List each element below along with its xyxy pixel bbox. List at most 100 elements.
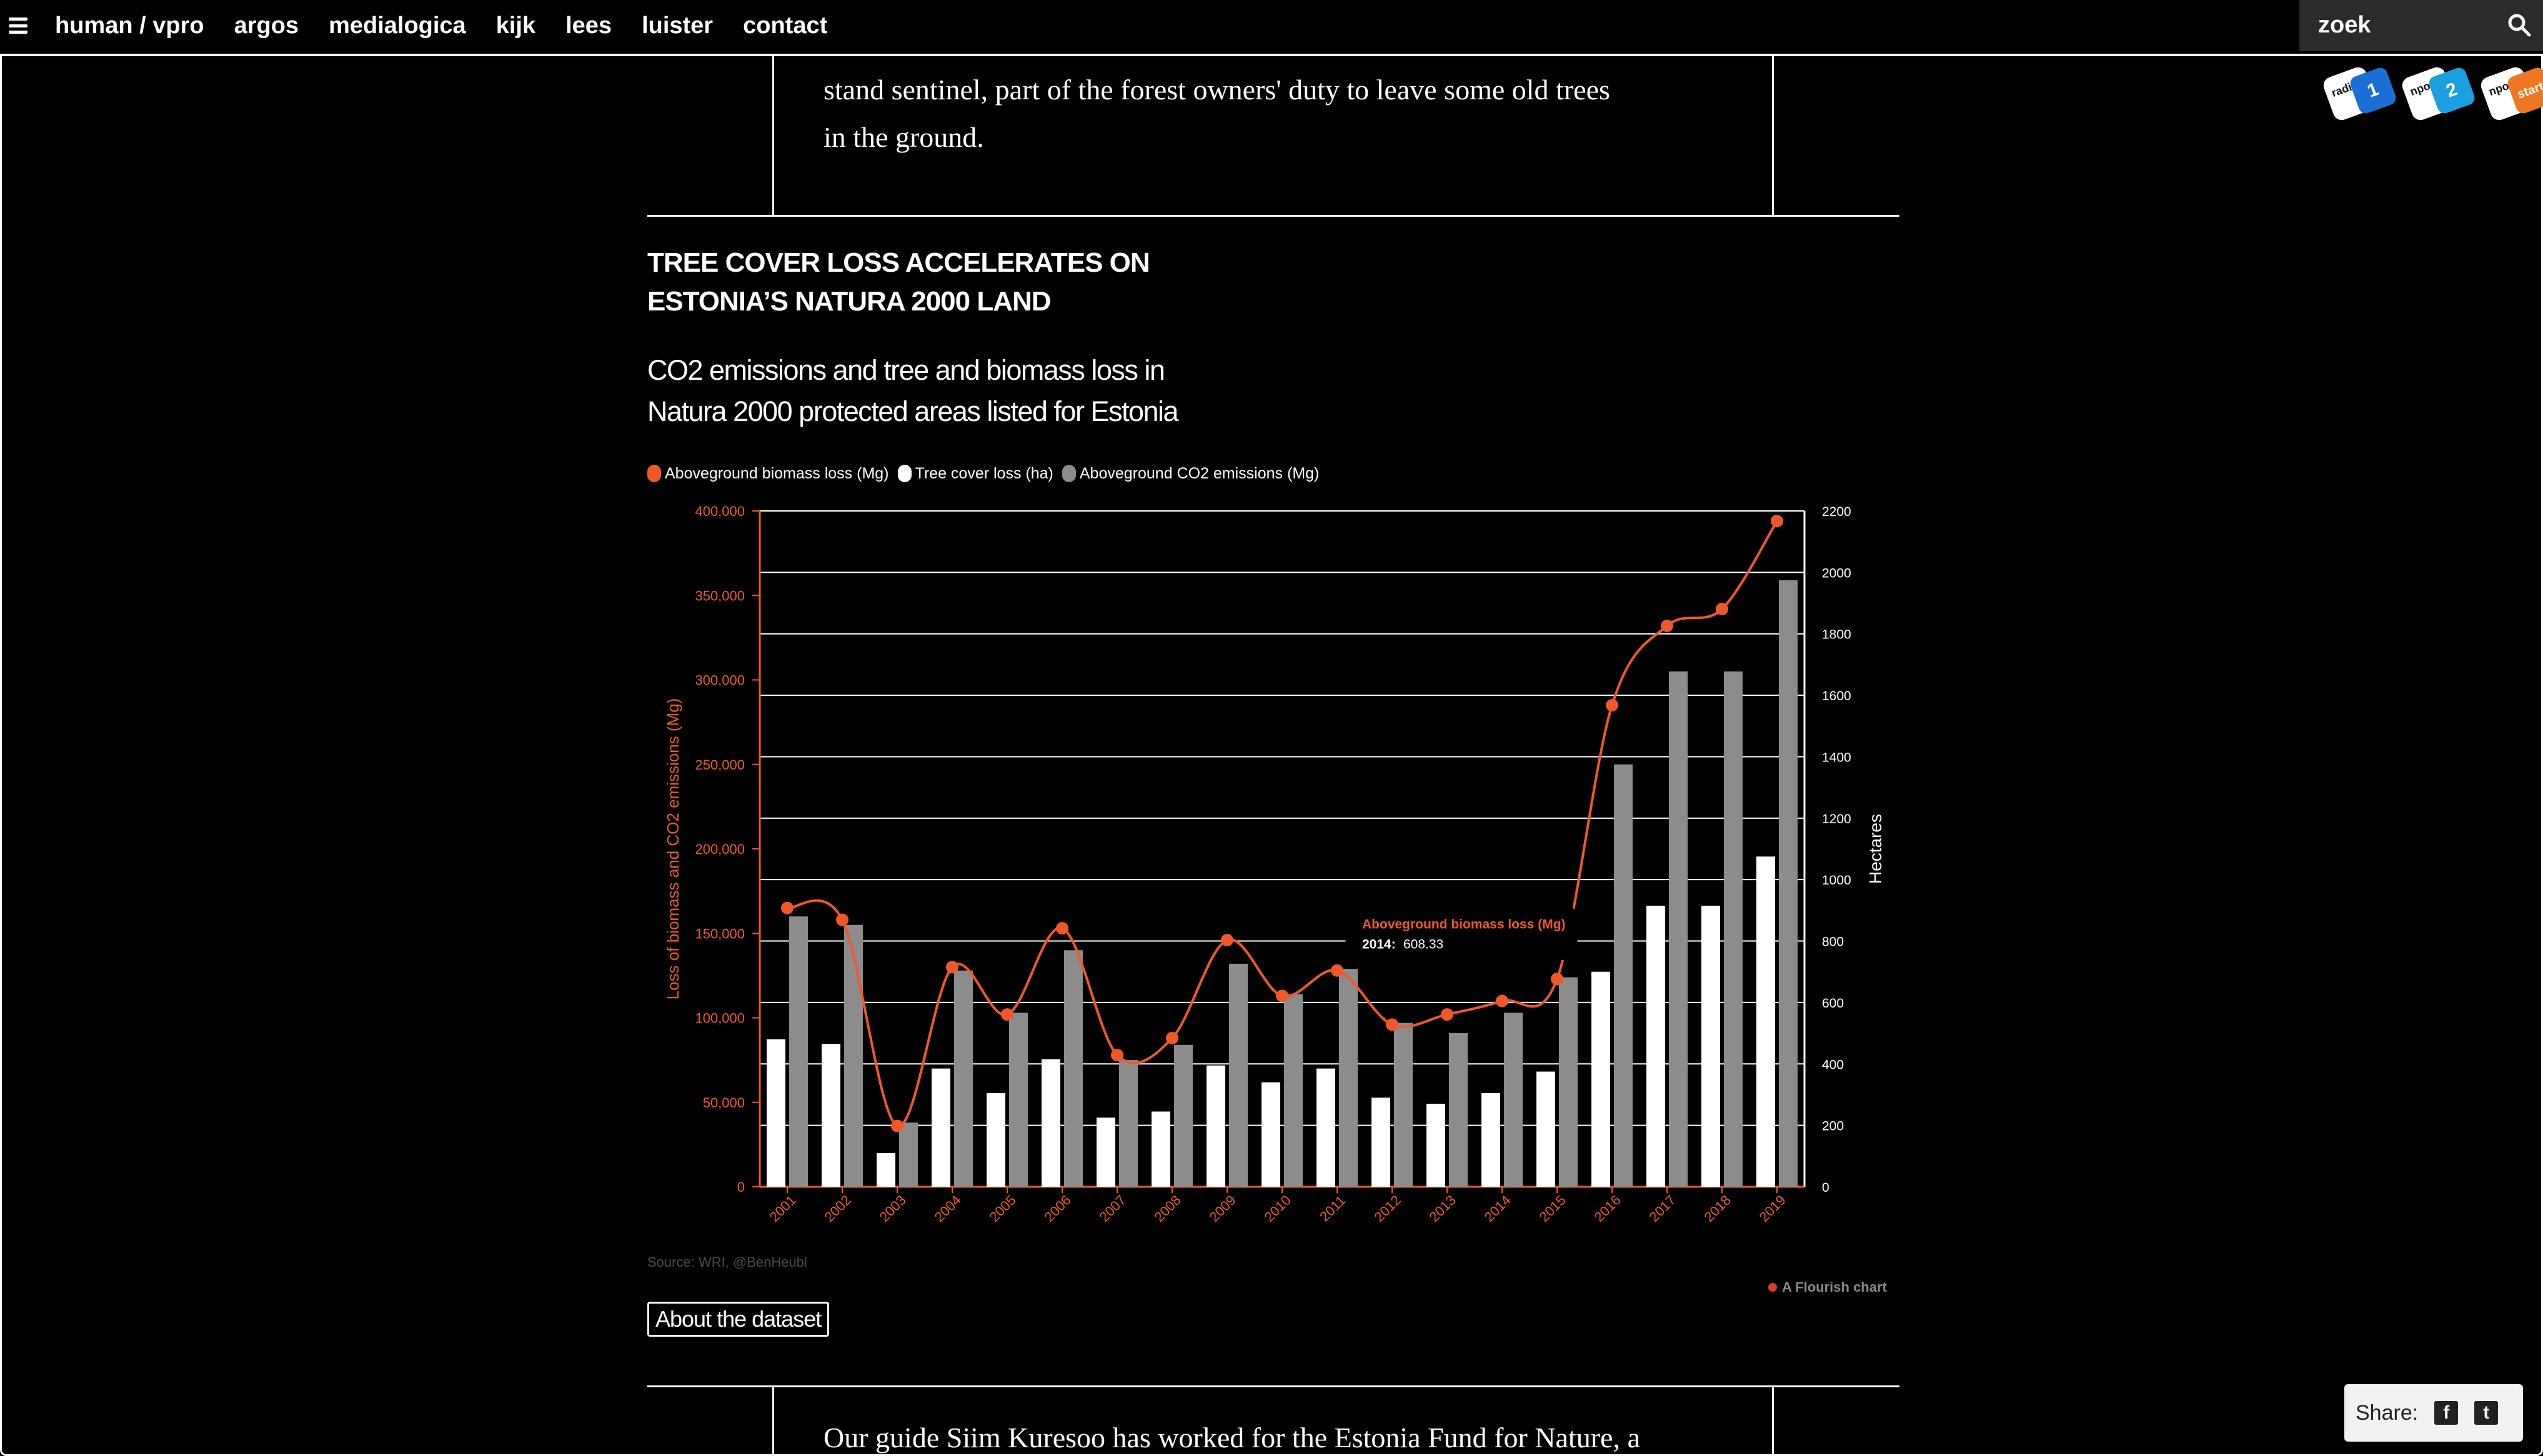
y-left-tick-label: 0 [737, 1179, 745, 1195]
bar-tree-cover-loss [767, 1039, 785, 1187]
x-tick-label: 2017 [1646, 1192, 1679, 1225]
x-tick-label: 2014 [1481, 1192, 1514, 1225]
legend-label: Tree cover loss (ha) [915, 464, 1053, 482]
y-right-tick-label: 600 [1822, 996, 1844, 1011]
figure-title-line: TREE COVER LOSS ACCELERATES ON [647, 247, 1150, 278]
bar-tree-cover-loss [1316, 1068, 1335, 1187]
nav-link-contact[interactable]: contact [743, 12, 828, 39]
facebook-icon[interactable]: f [2434, 1401, 2459, 1425]
nav-link-kijk[interactable]: kijk [495, 12, 536, 39]
flourish-logo-icon [1768, 1283, 1777, 1292]
hamburger-menu-icon[interactable] [9, 17, 27, 34]
bar-tree-cover-loss [1426, 1104, 1445, 1187]
y-right-tick-label: 1800 [1822, 628, 1851, 642]
legend-item-co2[interactable]: Aboveground CO2 emissions (Mg) [1062, 464, 1320, 483]
point-biomass-loss [891, 1119, 903, 1132]
bar-tree-cover-loss [1701, 905, 1720, 1187]
article-column-left-rule-lower [772, 1387, 774, 1456]
nav-link-argos[interactable]: argos [234, 12, 299, 39]
search-icon[interactable] [2507, 12, 2532, 37]
bar-co2-emissions [1064, 950, 1083, 1187]
y-left-tick-label: 250,000 [695, 757, 745, 773]
about-dataset-button[interactable]: About the dataset [647, 1302, 830, 1337]
point-biomass-loss [1661, 619, 1673, 632]
x-tick-label: 2018 [1701, 1192, 1734, 1225]
legend-item-tree-cover[interactable]: Tree cover loss (ha) [897, 464, 1053, 483]
bar-co2-emissions [1504, 1013, 1523, 1187]
tooltip-title: Aboveground biomass loss (Mg) [1362, 917, 1566, 931]
y-left-tick-label: 400,000 [695, 503, 745, 519]
bar-co2-emissions [1009, 1013, 1028, 1187]
bar-co2-emissions [1394, 1023, 1413, 1187]
figure-title-line: ESTONIA’S NATURA 2000 LAND [647, 286, 1052, 317]
y-left-tick-label: 50,000 [703, 1095, 745, 1111]
point-biomass-loss [1606, 699, 1618, 712]
figure-subtitle-line: Natura 2000 protected areas listed for E… [647, 395, 1179, 427]
bar-co2-emissions [1669, 671, 1688, 1187]
y-right-tick-label: 1000 [1822, 873, 1851, 888]
x-tick-label: 2011 [1316, 1192, 1348, 1224]
legend-label: Aboveground biomass loss (Mg) [665, 464, 889, 482]
nav-link-medialogica[interactable]: medialogica [329, 12, 466, 39]
figure-subtitle: CO2 emissions and tree and biomass loss … [647, 350, 1272, 432]
y-right-tick-label: 2000 [1822, 566, 1851, 580]
twitter-icon[interactable]: t [2474, 1401, 2499, 1425]
x-tick-label: 2019 [1756, 1192, 1789, 1225]
point-biomass-loss [1771, 515, 1783, 528]
legend-item-biomass[interactable]: Aboveground biomass loss (Mg) [647, 465, 889, 483]
legend-swatch-co2 [1062, 465, 1076, 482]
bar-co2-emissions [844, 924, 863, 1187]
paragraph-line: stand sentinel, part of the forest owner… [824, 74, 1610, 106]
search-input[interactable] [2318, 10, 2493, 40]
combo-chart: 0 200 400 600 800 1000 1200 1400 1600 1800 2000 220… [664, 503, 1885, 1225]
x-tick-label: 2015 [1536, 1192, 1569, 1225]
y-right-tick-label: 1200 [1822, 812, 1851, 826]
npo-radio-1-logo[interactable]: radio 1 [2321, 64, 2398, 123]
nav-link-luister[interactable]: luister [642, 12, 714, 39]
npo-start-logo[interactable]: npo start [2478, 64, 2543, 123]
bar-tree-cover-loss [1481, 1092, 1500, 1187]
y-right-tick-label: 400 [1822, 1057, 1844, 1072]
article-paragraph-bottom: Our guide Siim Kuresoo has worked for th… [824, 1422, 1640, 1454]
bar-co2-emissions [1229, 963, 1248, 1187]
point-biomass-loss [1441, 1008, 1453, 1021]
bar-co2-emissions [1449, 1033, 1468, 1187]
x-tick-label: 2001 [767, 1192, 799, 1225]
y-left-tick-label: 150,000 [695, 926, 745, 941]
bar-co2-emissions [1284, 994, 1303, 1187]
y-left-tick-label: 200,000 [695, 841, 745, 857]
npo-logo-strip: radio 1 npo 2 npo start [2321, 64, 2543, 123]
bar-co2-emissions [954, 970, 973, 1187]
figure-bottom-rule [647, 1385, 1899, 1387]
bar-co2-emissions [1339, 969, 1358, 1187]
npo-2-logo[interactable]: npo 2 [2399, 64, 2477, 123]
x-tick-label: 2009 [1207, 1192, 1239, 1225]
point-biomass-loss [1276, 989, 1288, 1003]
main-nav: human / vpro argos medialogica kijk lees… [55, 0, 827, 51]
bar-co2-emissions [1174, 1044, 1193, 1187]
y-right-tick-label: 1600 [1822, 689, 1851, 703]
bar-co2-emissions [1559, 977, 1578, 1187]
legend-label: Aboveground CO2 emissions (Mg) [1079, 464, 1320, 482]
point-biomass-loss [781, 901, 794, 914]
point-biomass-loss [1551, 973, 1563, 986]
nav-link-human-vpro[interactable]: human / vpro [55, 12, 204, 39]
y-left-tick-label: 100,000 [695, 1011, 745, 1026]
point-biomass-loss [1056, 922, 1068, 935]
chart-legend: Aboveground biomass loss (Mg) Tree cover… [647, 462, 1319, 485]
tooltip-value: 608.33 [1403, 937, 1443, 951]
bar-co2-emissions [899, 1122, 918, 1187]
bar-tree-cover-loss [1207, 1065, 1225, 1187]
nav-link-lees[interactable]: lees [565, 12, 612, 39]
paragraph-line: in the ground. [824, 121, 984, 153]
chart-source: Source: WRI, @BenHeubl [647, 1254, 807, 1270]
flourish-credit-link[interactable]: A Flourish chart [1768, 1279, 1887, 1295]
point-biomass-loss [1386, 1018, 1398, 1031]
point-biomass-loss [1496, 994, 1508, 1008]
bar-tree-cover-loss [1646, 905, 1665, 1187]
figure-subtitle-line: CO2 emissions and tree and biomass loss … [647, 354, 1165, 386]
point-biomass-loss [836, 913, 848, 926]
bar-tree-cover-loss [932, 1068, 950, 1187]
bar-co2-emissions [1614, 764, 1633, 1187]
bar-co2-emissions [1119, 1060, 1138, 1187]
